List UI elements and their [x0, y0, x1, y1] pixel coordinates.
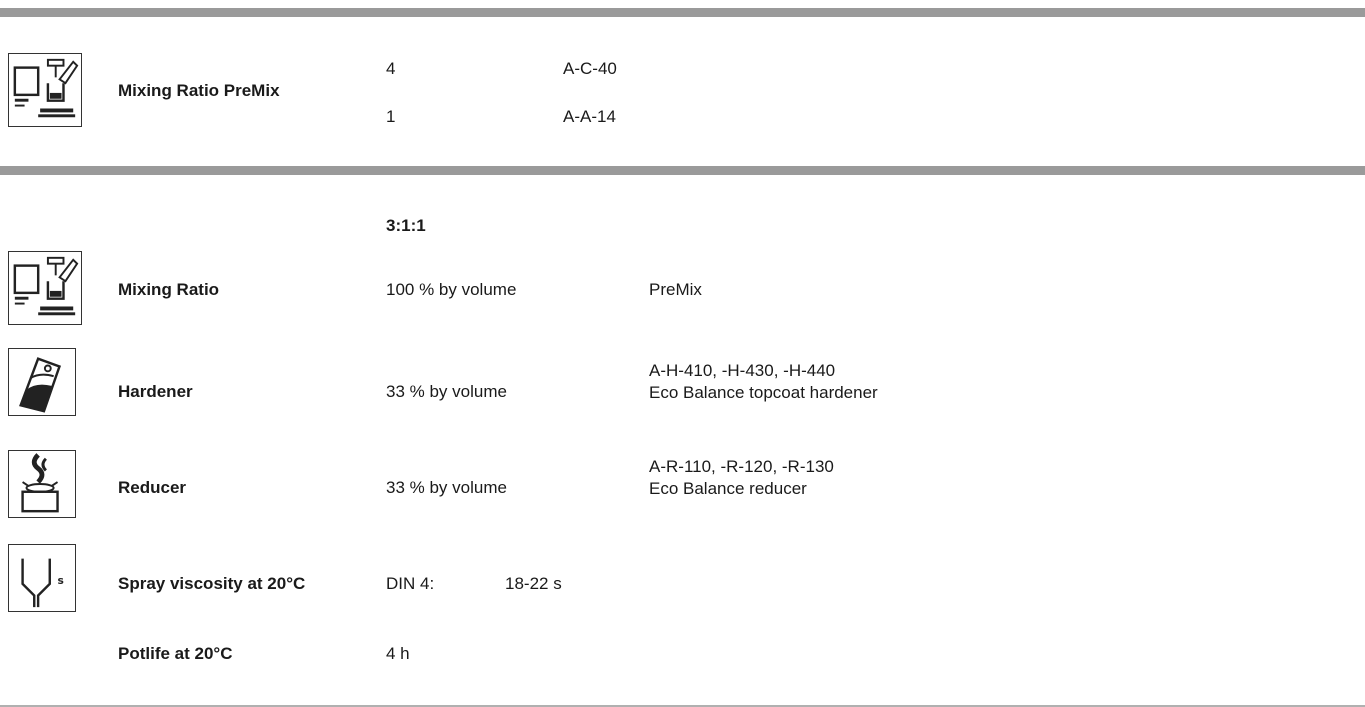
reducer-product-line-1: A-R-110, -R-120, -R-130: [649, 457, 834, 476]
bottom-divider: [0, 705, 1365, 707]
premix-qty-2: 1: [386, 107, 396, 126]
mixing-ratio-product: PreMix: [649, 280, 702, 299]
reducer-amount: 33 % by volume: [386, 478, 507, 497]
hardener-label: Hardener: [118, 382, 193, 401]
ratio-summary: 3:1:1: [386, 216, 426, 235]
mixing-scale-icon: [8, 53, 82, 127]
hardener-product-line-1: A-H-410, -H-430, -H-440: [649, 361, 836, 380]
reducer-icon: [8, 450, 76, 518]
potlife-label: Potlife at 20°C: [118, 644, 233, 663]
viscosity-cup-icon: s: [8, 544, 76, 612]
premix-label: Mixing Ratio PreMix: [118, 81, 280, 100]
reducer-product-line-2: Eco Balance reducer: [649, 479, 807, 498]
viscosity-method: DIN 4:: [386, 574, 435, 593]
premix-product-2: A-A-14: [563, 107, 616, 126]
reducer-product: A-R-110, -R-120, -R-130 Eco Balance redu…: [649, 456, 834, 500]
hardener-product: A-H-410, -H-430, -H-440 Eco Balance topc…: [649, 360, 878, 404]
svg-text:s: s: [58, 574, 64, 587]
reducer-label: Reducer: [118, 478, 187, 497]
mixing-scale-icon: [8, 251, 82, 325]
premix-product-1: A-C-40: [563, 59, 617, 78]
section-divider: [0, 166, 1365, 175]
viscosity-label: Spray viscosity at 20°C: [118, 574, 306, 593]
hardener-amount: 33 % by volume: [386, 382, 507, 401]
hardener-product-line-2: Eco Balance topcoat hardener: [649, 383, 878, 402]
potlife-value: 4 h: [386, 644, 410, 663]
mixing-ratio-amount: 100 % by volume: [386, 280, 517, 299]
premix-qty-1: 4: [386, 59, 396, 78]
mixing-ratio-label: Mixing Ratio: [118, 280, 220, 299]
viscosity-value: 18-22 s: [505, 574, 562, 593]
hardener-can-icon: [8, 348, 76, 416]
top-divider: [0, 8, 1365, 17]
